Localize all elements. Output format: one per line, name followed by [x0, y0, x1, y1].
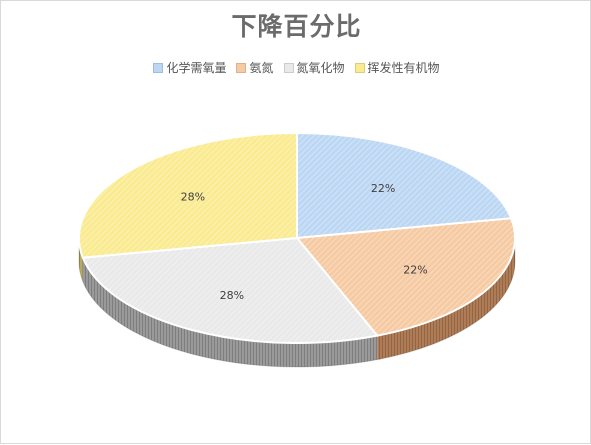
chart-title: 下降百分比	[231, 12, 362, 41]
data-label-voc: 28%	[181, 191, 205, 204]
data-label-ammonia: 22%	[403, 263, 427, 276]
legend-swatch-cod	[153, 62, 164, 73]
legend-swatch-voc	[354, 62, 365, 73]
legend-label-ammonia: 氨氮	[249, 61, 274, 75]
legend-item-voc[interactable]: 挥发性有机物	[354, 59, 440, 76]
legend-item-nox[interactable]: 氮氧化物	[283, 59, 345, 76]
legend-item-ammonia[interactable]: 氨氮	[236, 59, 274, 76]
pie-slice-nox[interactable]	[81, 236, 380, 344]
legend-swatch-nox	[283, 62, 294, 73]
legend-label-cod: 化学需氧量	[166, 61, 227, 75]
legend-item-cod[interactable]: 化学需氧量	[153, 59, 226, 76]
pie-side-nox	[82, 257, 378, 367]
pie-slice-voc[interactable]	[78, 131, 298, 259]
chart-legend: 化学需氧量 氨氮 氮氧化物 挥发性有机物	[1, 59, 591, 76]
pie-slice-ammonia[interactable]	[295, 217, 516, 337]
data-label-cod: 22%	[371, 182, 395, 195]
pie-top-layer	[78, 131, 516, 344]
pie-label-layer: 22% 22% 28% 28%	[181, 182, 428, 302]
legend-swatch-ammonia	[236, 62, 247, 73]
legend-label-voc: 挥发性有机物	[367, 61, 440, 75]
data-label-nox: 28%	[220, 289, 244, 302]
pie-side-ammonia	[377, 238, 515, 360]
legend-label-nox: 氮氧化物	[296, 61, 345, 75]
pie-slice-cod[interactable]	[296, 131, 513, 240]
pie-rim-outline	[78, 238, 516, 368]
